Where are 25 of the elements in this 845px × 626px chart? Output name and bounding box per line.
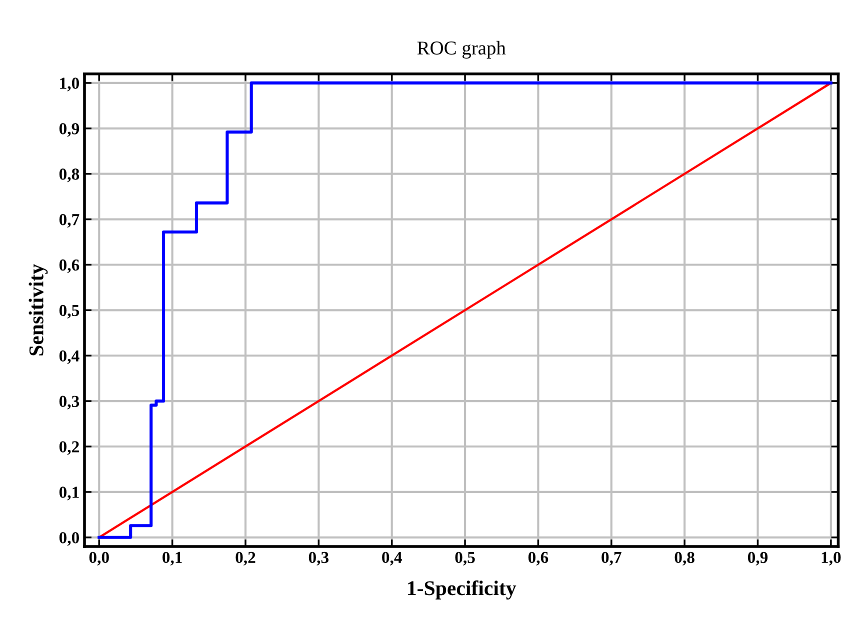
x-tick-label: 0,0 — [89, 552, 109, 566]
x-tick-label: 0,3 — [308, 552, 329, 566]
y-axis-title: Sensitivity — [28, 264, 48, 356]
x-tick-label: 0,5 — [455, 552, 475, 566]
x-tick-label: 0,7 — [602, 552, 622, 566]
y-tick-label: 0,6 — [59, 259, 80, 274]
y-tick-label: 1,0 — [60, 78, 80, 92]
y-tick-label: 0,3 — [59, 396, 80, 410]
y-tick-label: 0,1 — [59, 486, 79, 500]
x-tick-label: 0,8 — [674, 552, 694, 566]
x-tick-label: 0,6 — [528, 552, 548, 566]
y-tick-label: 0,0 — [59, 532, 80, 546]
y-tick-label: 0,8 — [59, 168, 80, 182]
y-tick-label: 0,2 — [59, 441, 79, 455]
x-tick-label: 1,0 — [822, 552, 841, 566]
x-tick-label: 0,1 — [162, 552, 182, 566]
chart-title: ROC graph — [417, 40, 506, 59]
y-tick-label: 0,7 — [59, 214, 80, 228]
x-tick-label: 0,9 — [748, 552, 768, 566]
y-tick-label: 0,9 — [59, 123, 80, 137]
x-tick-label: 0,2 — [236, 552, 256, 566]
y-tick-label: 0,5 — [59, 304, 80, 319]
x-tick-label: 0,4 — [382, 552, 402, 566]
x-axis-title: 1-Specificity — [408, 580, 516, 600]
y-tick-label: 0,4 — [59, 350, 80, 364]
